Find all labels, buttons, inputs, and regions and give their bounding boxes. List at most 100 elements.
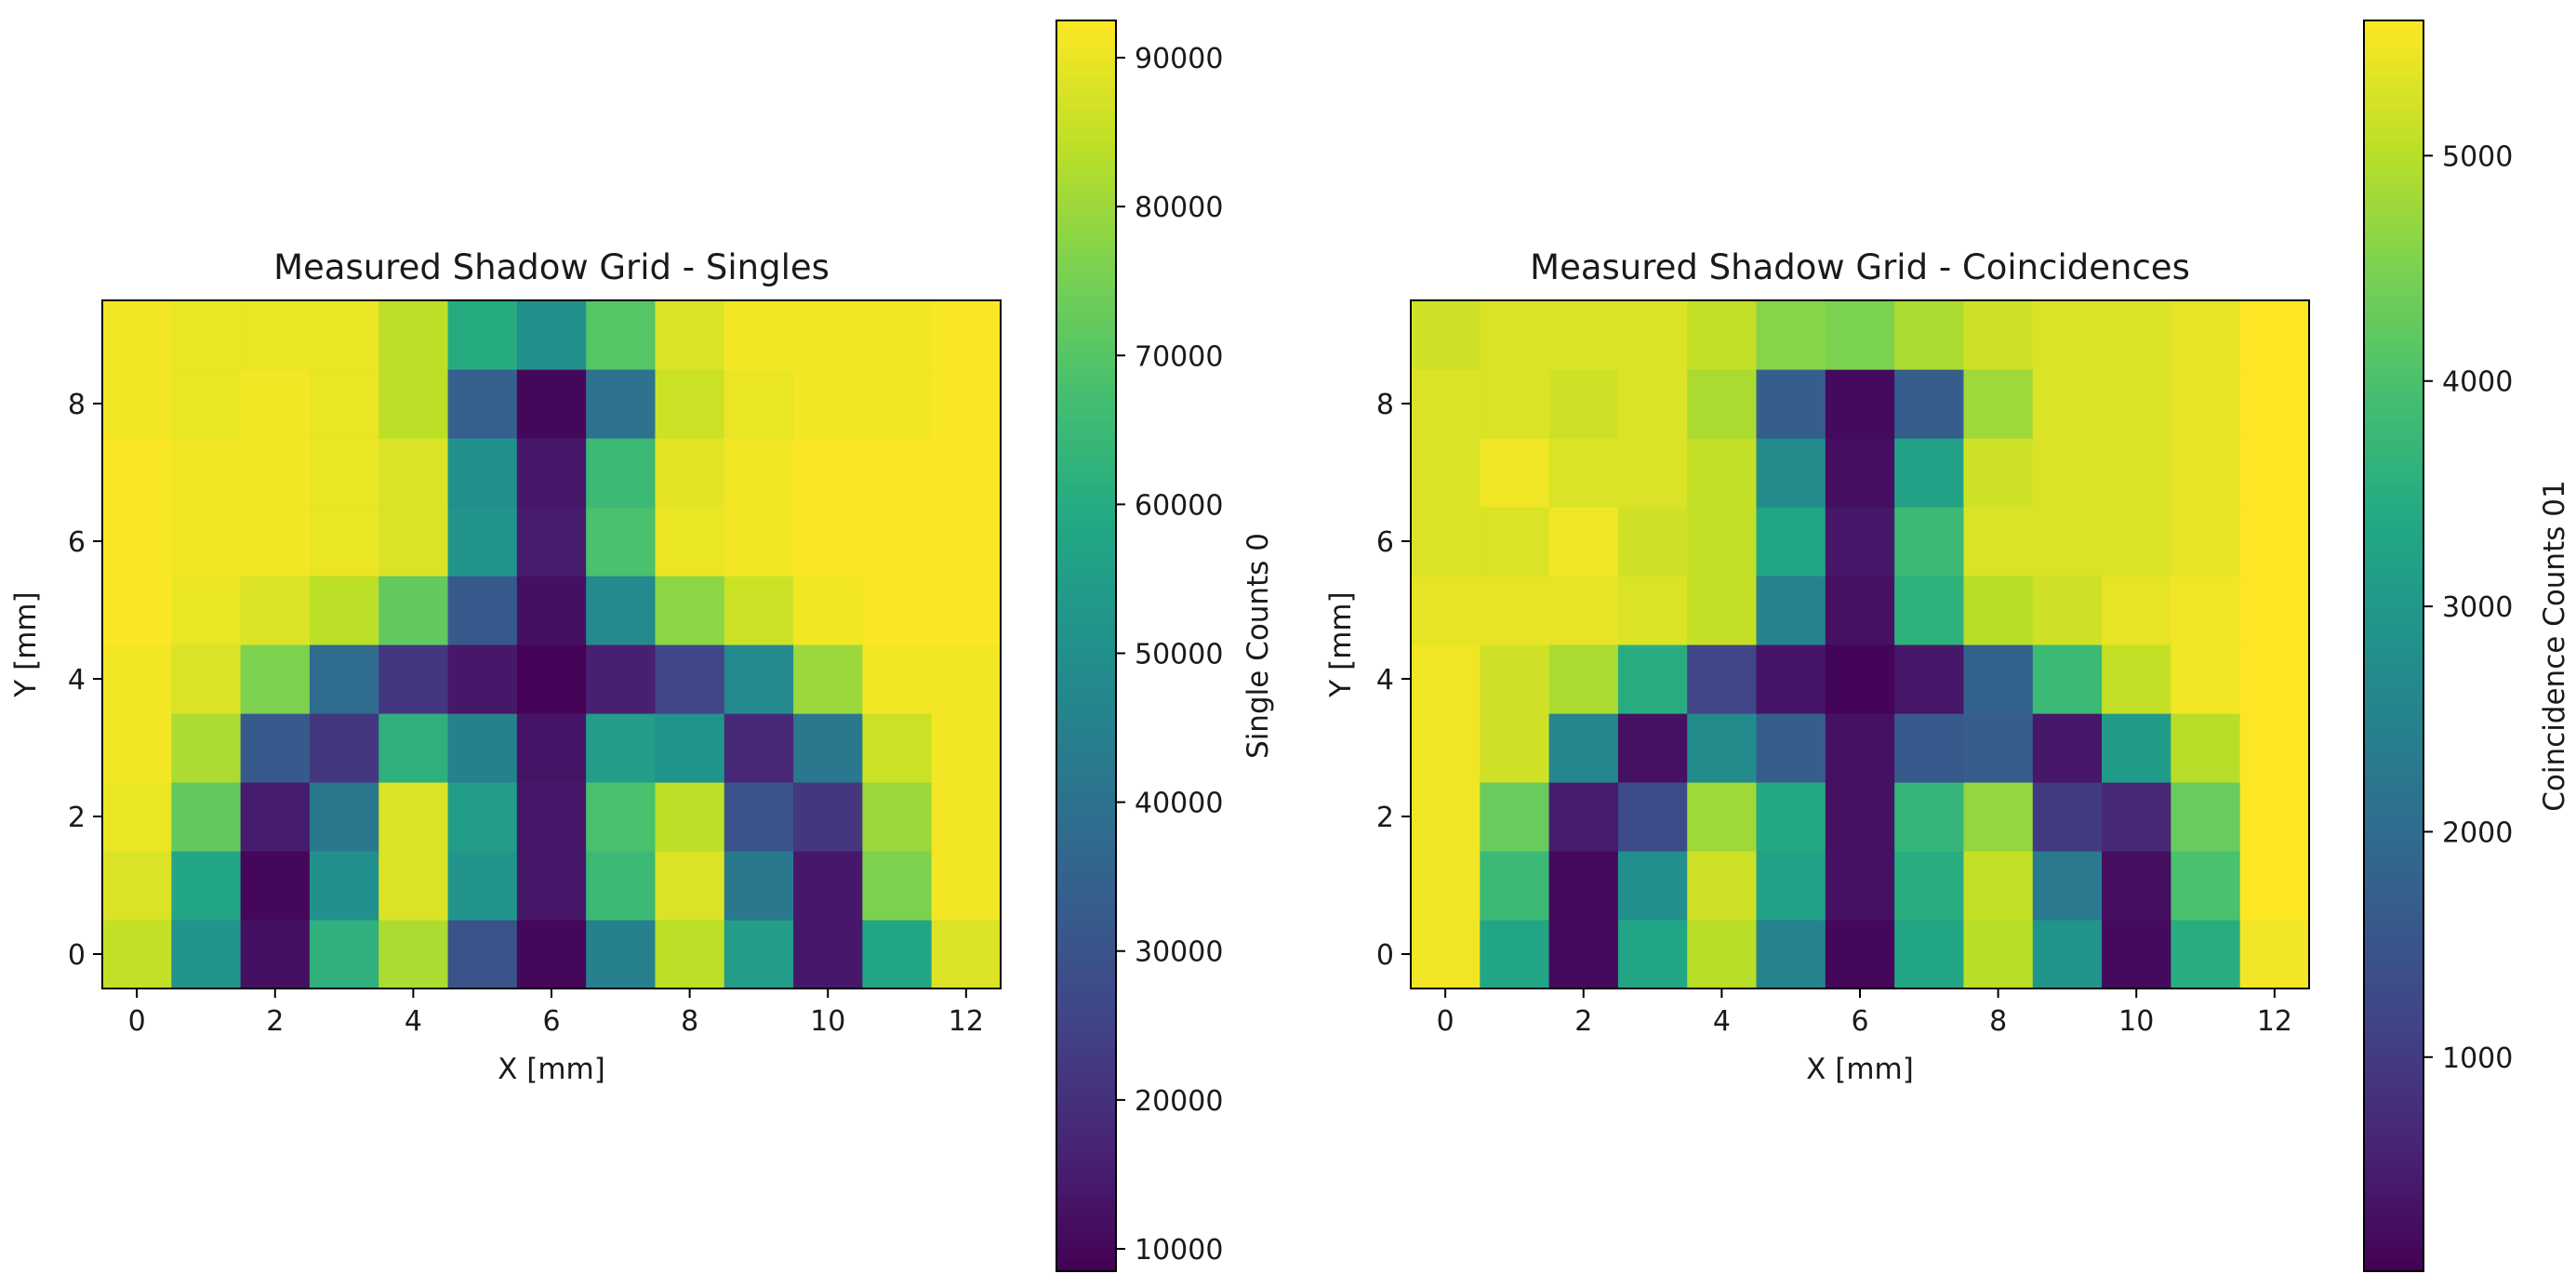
colorbar-segment: [1056, 26, 1116, 34]
colorbar-segment: [2364, 483, 2423, 491]
colorbar-segment: [1056, 1052, 1116, 1060]
heatmap-cell: [1756, 851, 1826, 921]
colorbar-segment: [2364, 820, 2423, 829]
heatmap-cell: [447, 507, 518, 577]
heatmap-cell: [586, 713, 657, 783]
colorbar-segment: [1056, 239, 1116, 246]
heatmap-cell: [171, 644, 242, 714]
colorbar-segment: [1056, 1127, 1116, 1134]
colorbar-segment: [1056, 1021, 1116, 1028]
heatmap-cell: [309, 369, 379, 439]
colorbar-segment: [2364, 577, 2423, 585]
heatmap-cell: [1480, 576, 1550, 645]
heatmap-cell: [102, 369, 172, 439]
colorbar-segment: [2364, 383, 2423, 391]
heatmap-cell: [1411, 782, 1481, 852]
colorbar-segment: [2364, 420, 2423, 428]
colorbar-segment: [2364, 1070, 2423, 1079]
heatmap-cell: [1480, 369, 1550, 439]
colorbar-segment: [1056, 20, 1116, 28]
colorbar-segment: [2364, 1027, 2423, 1035]
heatmap-cell: [1825, 644, 1895, 714]
heatmap-cell: [1411, 644, 1481, 714]
colorbar-segment: [2364, 439, 2423, 447]
colorbar-segment: [1056, 170, 1116, 178]
heatmap-cell: [1548, 300, 1619, 370]
colorbar-segment: [1056, 464, 1116, 471]
colorbar-segment: [2364, 283, 2423, 290]
colorbar-tick-label: 80000: [1135, 192, 1223, 224]
heatmap-cell: [1617, 920, 1688, 989]
colorbar-segment: [2364, 1164, 2423, 1173]
heatmap-cell: [1411, 369, 1481, 439]
colorbar-segment: [1056, 545, 1116, 553]
colorbar-segment: [1056, 432, 1116, 441]
colorbar-segment: [1056, 533, 1116, 540]
colorbar-segment: [2364, 458, 2423, 466]
heatmap-cell: [931, 782, 1002, 852]
y-tick-label: 8: [68, 389, 86, 421]
colorbar-segment: [2364, 352, 2423, 359]
y-tick-label: 6: [68, 526, 86, 559]
heatmap-cell: [309, 644, 379, 714]
heatmap-cell: [1756, 713, 1826, 783]
colorbar-segment: [2364, 845, 2423, 854]
colorbar-segment: [1056, 1208, 1116, 1216]
colorbar-segment: [1056, 620, 1116, 629]
colorbar-tick-label: 1000: [2442, 1042, 2513, 1075]
heatmap-cell: [378, 369, 449, 439]
colorbar-segment: [2364, 870, 2423, 879]
heatmap-cell: [1825, 438, 1895, 508]
heatmap-cell: [1548, 369, 1619, 439]
colorbar-segment: [2364, 789, 2423, 797]
heatmap-cell: [793, 507, 863, 577]
heatmap-cell: [2171, 369, 2241, 439]
colorbar-segment: [2364, 595, 2423, 604]
colorbar-segment: [1056, 214, 1116, 221]
colorbar-segment: [2364, 308, 2423, 315]
heatmap-cell: [793, 576, 863, 645]
heatmap-cell: [586, 920, 657, 989]
heatmap-cell: [586, 576, 657, 645]
heatmap-cell: [1411, 713, 1481, 783]
x-tick-label: 12: [2257, 1005, 2292, 1038]
colorbar-segment: [2364, 1265, 2423, 1272]
heatmap-cell: [378, 300, 449, 370]
heatmap-cell: [931, 576, 1002, 645]
colorbar-segment: [1056, 652, 1116, 659]
colorbar-segment: [2364, 1139, 2423, 1148]
colorbar-segment: [2364, 708, 2423, 716]
heatmap-cell: [171, 300, 242, 370]
colorbar-segment: [2364, 51, 2423, 60]
colorbar-segment: [2364, 1114, 2423, 1122]
heatmap-cell: [2239, 300, 2310, 370]
heatmap-cell: [447, 713, 518, 783]
colorbar-segment: [1056, 921, 1116, 928]
colorbar-segment: [1056, 771, 1116, 778]
colorbar-segment: [1056, 564, 1116, 572]
colorbar-segment: [1056, 883, 1116, 891]
colorbar-tick-label: 3000: [2442, 591, 2513, 624]
colorbar-segment: [2364, 751, 2423, 760]
heatmap-cell: [2032, 851, 2103, 921]
heatmap-cell: [586, 438, 657, 508]
x-tick-label: 2: [266, 1005, 284, 1038]
colorbar-segment: [1056, 145, 1116, 153]
colorbar-segment: [2364, 177, 2423, 184]
heatmap-cell: [655, 507, 725, 577]
colorbar-segment: [2364, 614, 2423, 622]
heatmap-cell: [1756, 300, 1826, 370]
colorbar-segment: [1056, 1065, 1116, 1072]
colorbar-segment: [2364, 914, 2423, 922]
heatmap-cell: [1687, 644, 1758, 714]
colorbar-segment: [1056, 1214, 1116, 1222]
colorbar-segment: [2364, 108, 2423, 115]
colorbar-segment: [2364, 345, 2423, 353]
colorbar-segment: [1056, 739, 1116, 747]
heatmap-cell: [1480, 507, 1550, 577]
colorbar-segment: [1056, 1202, 1116, 1210]
colorbar-segment: [1056, 120, 1116, 128]
heatmap-cell: [586, 782, 657, 852]
colorbar-segment: [2364, 864, 2423, 872]
colorbar-segment: [1056, 946, 1116, 953]
